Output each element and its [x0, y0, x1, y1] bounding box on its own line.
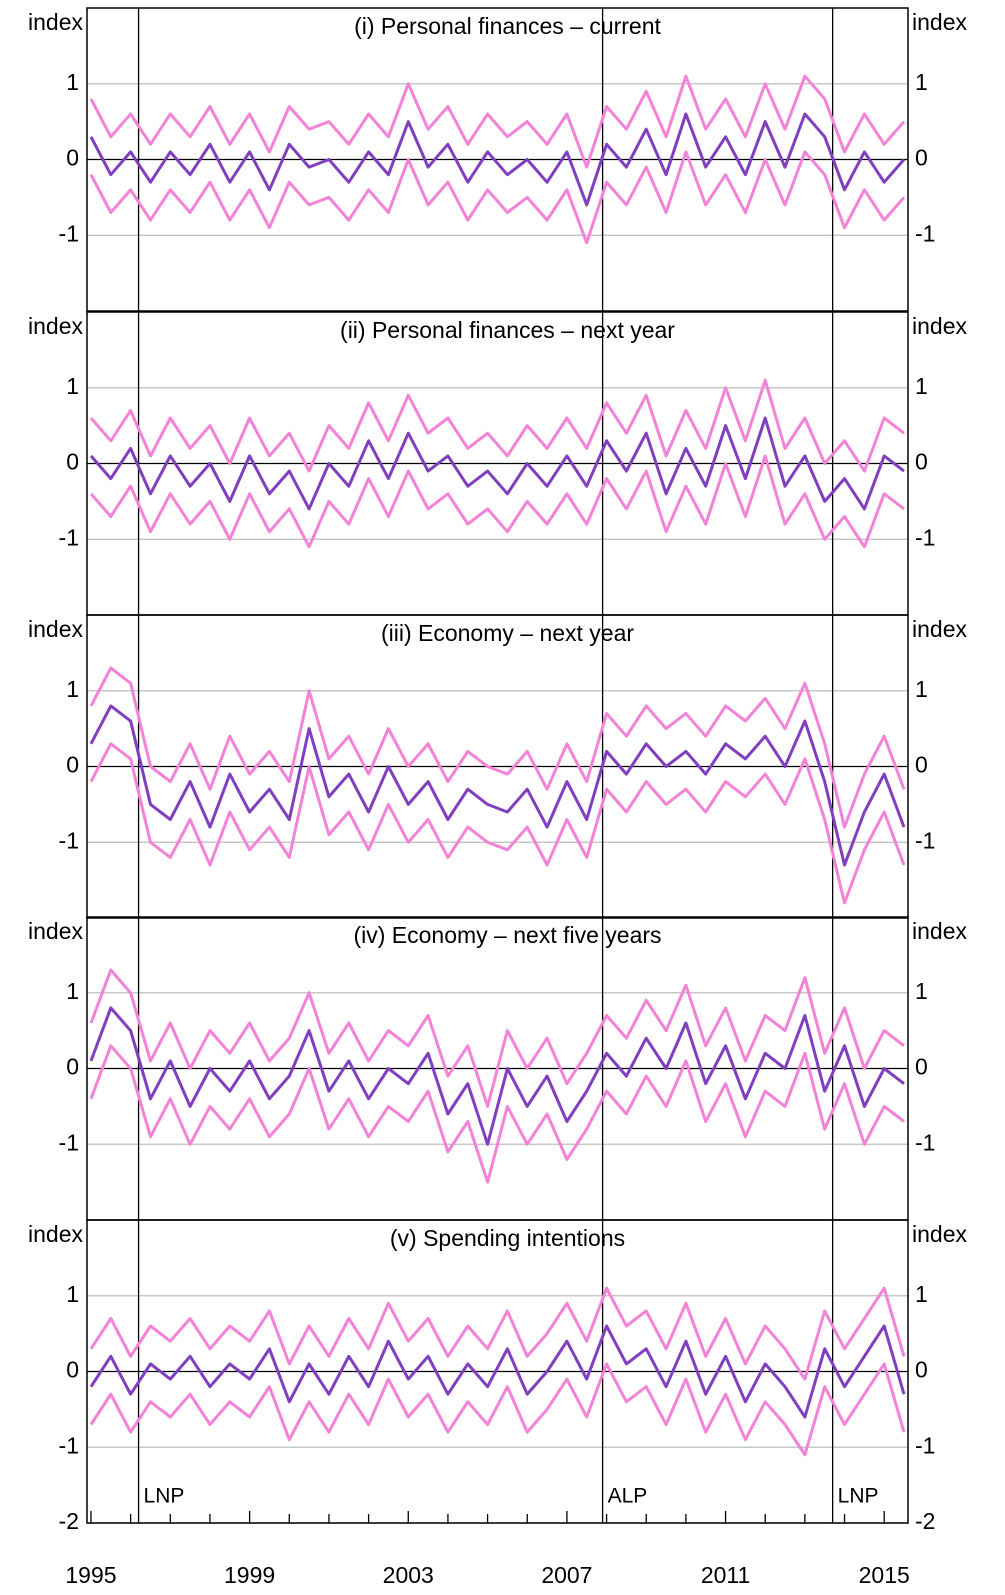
x-tick-label: 2003 — [383, 1562, 434, 1588]
y-tick-label: -1 — [59, 524, 79, 550]
series-line — [89, 666, 906, 829]
y2-tick-label: 1 — [915, 373, 928, 399]
y-tick-label: 1 — [66, 978, 79, 1004]
event-label: ALP — [608, 1485, 648, 1508]
series-line — [89, 1324, 906, 1419]
y-tick-label: 0 — [66, 145, 79, 171]
panel-title: (ii) Personal finances – next year — [340, 317, 675, 343]
y-tick-label: 1 — [66, 69, 79, 95]
y2-tick-label: 0 — [915, 449, 928, 475]
y2-tick-label: 0 — [915, 1054, 928, 1080]
event-label: LNP — [144, 1485, 185, 1508]
y-axis-label: index — [28, 616, 83, 642]
y-axis-label: index — [28, 313, 83, 339]
series-line — [89, 1286, 906, 1381]
y-tick-label: -1 — [59, 1129, 79, 1155]
y2-axis-label: index — [912, 9, 967, 35]
y-tick-label: -1 — [59, 220, 79, 246]
x-tick-label: 1995 — [65, 1562, 116, 1588]
series-line — [89, 378, 905, 473]
x-tick-label: 2015 — [859, 1562, 910, 1588]
series-line — [89, 704, 906, 867]
series-line — [89, 742, 906, 905]
y2-axis-label: index — [912, 313, 967, 339]
y2-tick-label: 1 — [915, 676, 928, 702]
y2-tick-label: 0 — [915, 145, 928, 171]
y2-tick-label: -1 — [915, 220, 935, 246]
y-tick-label: 1 — [66, 676, 79, 702]
y-axis-label: index — [28, 9, 83, 35]
series-line — [89, 1044, 905, 1184]
plot-frame — [86, 7, 909, 312]
event-label: LNP — [838, 1485, 879, 1508]
series-line — [89, 968, 905, 1108]
y2-axis-label: index — [912, 918, 967, 944]
y-tick-label: -1 — [59, 1432, 79, 1458]
x-tick-label: 2007 — [541, 1562, 592, 1588]
series-line — [89, 454, 905, 549]
y2-tick-label: 0 — [915, 752, 928, 778]
series-line — [89, 112, 906, 207]
series-line — [89, 1362, 906, 1457]
series-line — [89, 150, 906, 245]
y-tick-label: -1 — [59, 827, 79, 853]
series-line — [89, 74, 906, 169]
y-tick-label: 1 — [66, 1281, 79, 1307]
y2-tick-label: -1 — [915, 1129, 935, 1155]
y-tick-label: 0 — [66, 1357, 79, 1383]
x-tick-label: 2011 — [701, 1562, 750, 1588]
panel-title: (iii) Economy – next year — [381, 620, 634, 646]
plot-frame — [86, 1219, 909, 1524]
y2-tick-label: -1 — [915, 827, 935, 853]
x-tick-label: 1999 — [224, 1562, 275, 1588]
y2-tick-label: -1 — [915, 1432, 935, 1458]
series-line — [89, 416, 905, 511]
y-tick-label: -2 — [59, 1508, 79, 1534]
y2-tick-label: 1 — [915, 978, 928, 1004]
y2-tick-label: -1 — [915, 524, 935, 550]
panel-title: (v) Spending intentions — [390, 1225, 625, 1251]
plot-frame — [86, 614, 909, 919]
y2-tick-label: -2 — [915, 1508, 935, 1534]
y-tick-label: 0 — [66, 752, 79, 778]
y-axis-label: index — [28, 918, 83, 944]
panel-title: (iv) Economy – next five years — [353, 922, 661, 948]
y2-axis-label: index — [912, 1221, 967, 1247]
y-axis-label: index — [28, 1221, 83, 1247]
panel-title: (i) Personal finances – current — [354, 13, 661, 39]
y2-tick-label: 1 — [915, 1281, 928, 1307]
y-tick-label: 0 — [66, 449, 79, 475]
y-tick-label: 1 — [66, 373, 79, 399]
y2-tick-label: 1 — [915, 69, 928, 95]
series-line — [89, 1006, 905, 1146]
y2-axis-label: index — [912, 616, 967, 642]
y2-tick-label: 0 — [915, 1357, 928, 1383]
y-tick-label: 0 — [66, 1054, 79, 1080]
